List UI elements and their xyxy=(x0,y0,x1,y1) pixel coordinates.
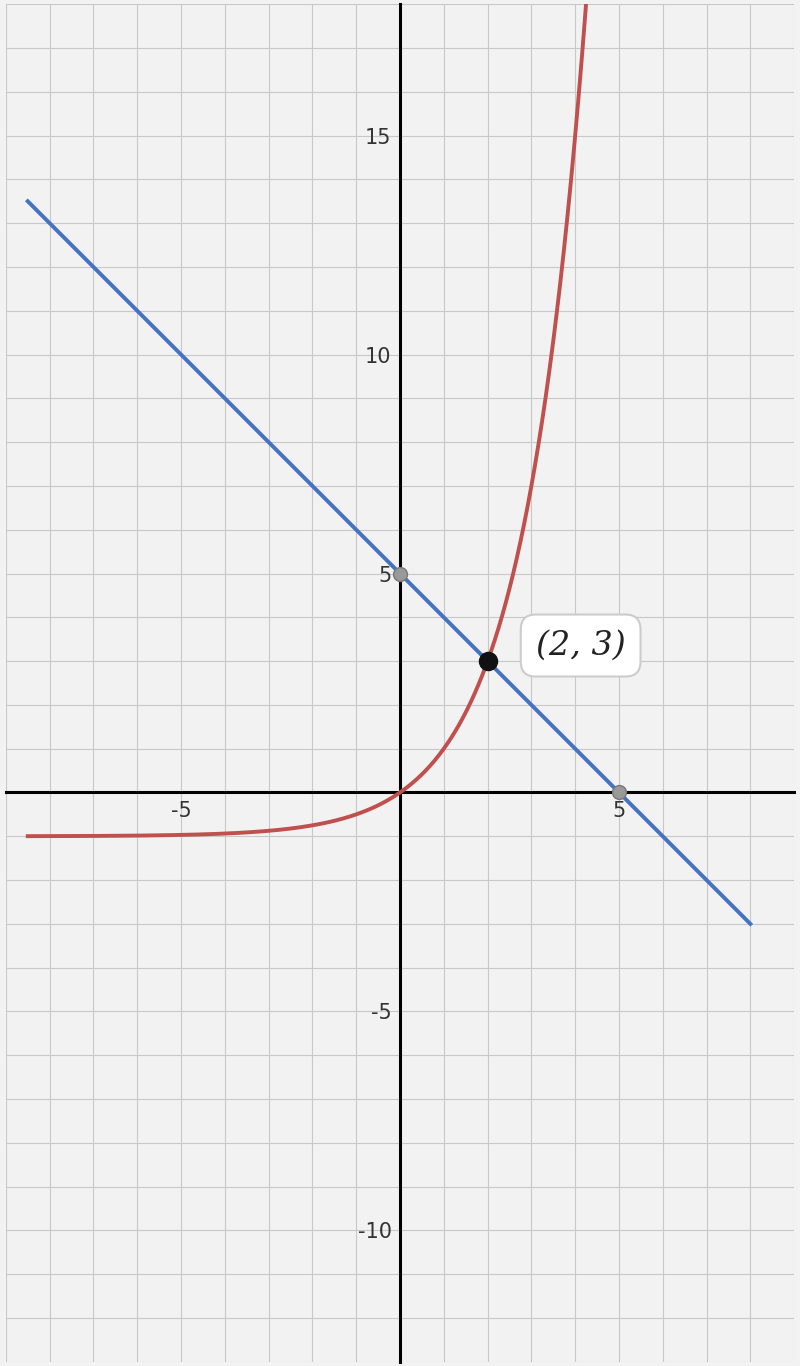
Text: (2, 3): (2, 3) xyxy=(536,630,626,661)
